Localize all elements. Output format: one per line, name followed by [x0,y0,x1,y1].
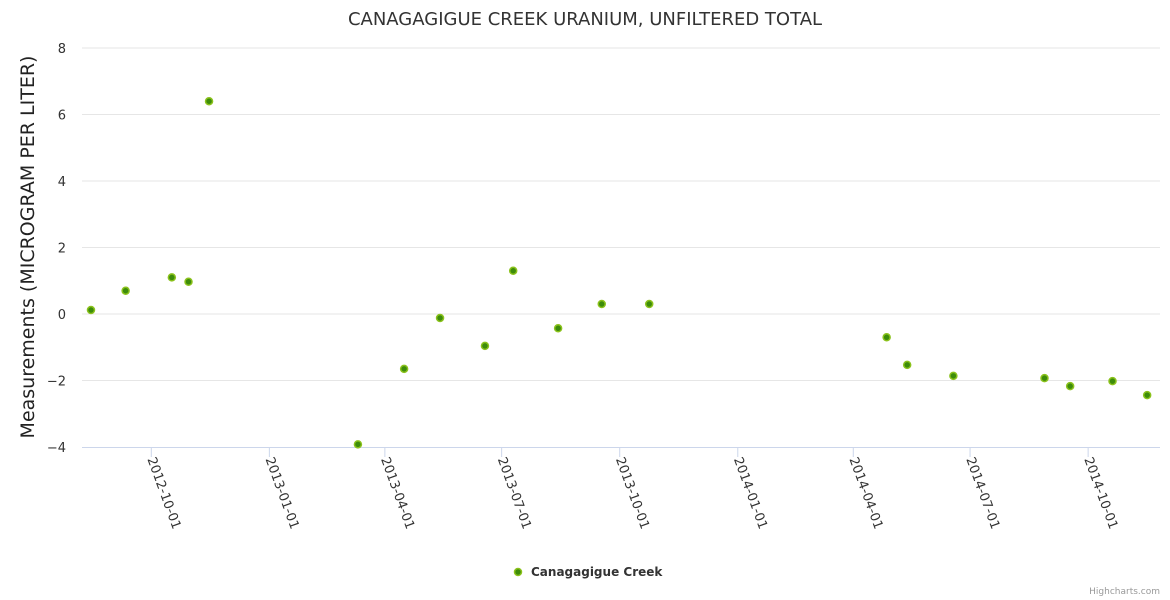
x-axis-ticks: 2012-10-01 2013-01-01 2013-04-01 2013-07-01… [144,447,1120,531]
data-point [121,286,130,295]
data-point [508,266,518,276]
data-point [86,305,96,315]
data-point [597,299,606,309]
y-tick-label: 4 [58,175,66,190]
data-point [1040,373,1049,383]
data-point [184,277,193,286]
y-axis-label: Measurements (MICROGRAM PER LITER) [17,56,39,439]
data-point [1065,381,1075,391]
data-point [902,360,912,370]
chart-title: CANAGAGIGUE CREEK URANIUM, UNFILTERED TO… [348,9,822,30]
data-point [882,333,891,342]
y-tick-label: −2 [47,375,66,390]
x-tick-label: 2014-10-01 [1080,455,1120,531]
data-point [949,371,958,381]
data-point [167,273,177,282]
data-point [644,299,654,309]
x-tick-label: 2014-01-01 [730,455,770,531]
data-point [480,341,490,351]
y-axis-ticks: −4 −2 0 2 4 6 8 [47,42,66,456]
y-tick-label: 6 [58,109,66,124]
x-tick-label: 2013-10-01 [612,455,652,531]
y-tick-label: 0 [58,308,66,323]
data-point [435,313,445,323]
data-point [204,96,214,106]
data-point [553,324,563,333]
data-point [399,364,409,374]
x-tick-label: 2014-07-01 [962,455,1002,531]
x-tick-label: 2013-04-01 [377,455,417,531]
x-tick-label: 2013-01-01 [262,455,302,531]
data-point [1108,376,1117,386]
y-tick-label: −4 [47,441,66,456]
x-tick-label: 2013-07-01 [494,455,534,531]
credits-link[interactable]: Highcharts.com [1089,587,1160,597]
y-tick-label: 8 [58,42,66,57]
y-tick-label: 2 [58,242,66,257]
legend-item[interactable]: Canagagigue Creek [513,565,664,579]
data-point [353,440,363,449]
data-points [86,96,1152,449]
grid-lines [82,47,1160,448]
legend-marker [513,567,523,577]
x-tick-label: 2012-10-01 [144,455,184,531]
legend-label: Canagagigue Creek [531,565,663,579]
data-point [1142,390,1152,400]
x-tick-label: 2014-04-01 [846,455,886,531]
